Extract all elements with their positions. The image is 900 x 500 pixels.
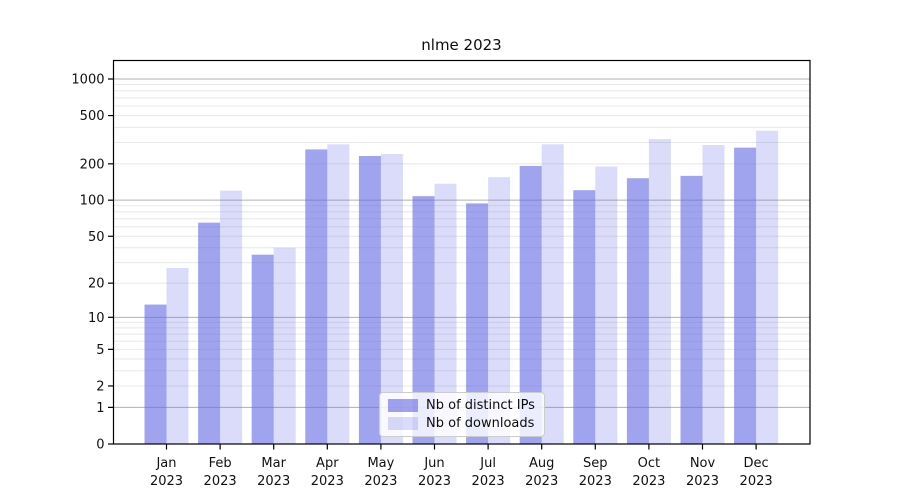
bar-ips-jan <box>144 304 167 444</box>
x-tick-label-jan: Jan <box>155 456 176 471</box>
y-tick-label-200: 200 <box>80 157 105 172</box>
bar-ips-feb <box>198 222 221 444</box>
legend-label-downloads: Nb of downloads <box>426 415 535 431</box>
x-tick-label-dec: Dec <box>744 456 769 471</box>
x-tick-year-nov: 2023 <box>686 474 719 489</box>
x-tick-year-oct: 2023 <box>632 474 665 489</box>
bar-downloads-may <box>380 154 403 444</box>
bar-ips-sep <box>573 190 596 444</box>
bar-downloads-aug <box>541 144 564 444</box>
x-tick-year-sep: 2023 <box>579 474 612 489</box>
x-tick-year-dec: 2023 <box>740 474 773 489</box>
legend-swatch-distinct-ips-icon <box>388 399 418 413</box>
y-tick-label-1: 1 <box>96 401 104 416</box>
x-tick-year-jan: 2023 <box>150 474 183 489</box>
x-tick-label-jun: Jun <box>423 456 444 471</box>
bar-ips-may <box>358 156 381 444</box>
bar-ips-jul <box>466 203 489 444</box>
legend-item-downloads: Nb of downloads <box>388 416 536 431</box>
x-tick-year-jul: 2023 <box>472 474 505 489</box>
bar-ips-nov <box>680 175 703 445</box>
legend-label-distinct-ips: Nb of distinct IPs <box>426 398 535 414</box>
x-tick-year-feb: 2023 <box>204 474 237 489</box>
y-tick-label-2: 2 <box>96 379 104 394</box>
bar-downloads-dec <box>756 130 779 444</box>
bar-downloads-jun <box>434 183 457 444</box>
bar-ips-aug <box>519 165 542 444</box>
bar-downloads-jul <box>488 177 511 445</box>
x-tick-year-mar: 2023 <box>257 474 290 489</box>
x-tick-label-apr: Apr <box>316 456 339 471</box>
x-tick-label-mar: Mar <box>261 456 286 471</box>
x-tick-label-aug: Aug <box>529 456 554 471</box>
bar-downloads-nov <box>702 145 725 444</box>
x-tick-label-may: May <box>367 456 394 471</box>
chart-title: nlme 2023 <box>421 36 502 54</box>
legend: Nb of distinct IPs Nb of downloads <box>379 392 545 437</box>
y-tick-label-100: 100 <box>80 194 105 209</box>
x-tick-label-jul: Jul <box>479 456 496 471</box>
x-tick-label-nov: Nov <box>690 456 716 471</box>
bar-ips-apr <box>305 149 328 444</box>
bar-downloads-apr <box>327 144 350 444</box>
x-tick-label-oct: Oct <box>638 456 660 471</box>
x-tick-year-aug: 2023 <box>525 474 558 489</box>
y-tick-label-500: 500 <box>80 109 105 124</box>
x-tick-year-apr: 2023 <box>311 474 344 489</box>
x-tick-year-jun: 2023 <box>418 474 451 489</box>
bar-ips-mar <box>251 254 274 444</box>
y-tick-label-5: 5 <box>96 343 104 358</box>
bar-downloads-feb <box>220 190 243 444</box>
bar-downloads-jan <box>166 267 189 444</box>
legend-item-distinct-ips: Nb of distinct IPs <box>388 398 536 413</box>
x-tick-label-sep: Sep <box>583 456 608 471</box>
x-tick-label-feb: Feb <box>209 456 232 471</box>
y-tick-label-1000: 1000 <box>71 73 104 88</box>
bar-downloads-sep <box>595 166 618 445</box>
legend-swatch-downloads-icon <box>388 416 418 430</box>
y-tick-label-0: 0 <box>96 438 104 453</box>
y-tick-label-10: 10 <box>88 311 105 326</box>
bar-downloads-mar <box>273 247 296 444</box>
y-tick-label-50: 50 <box>88 230 105 245</box>
x-tick-year-may: 2023 <box>364 474 397 489</box>
bar-ips-dec <box>734 147 757 444</box>
bar-ips-oct <box>626 178 649 445</box>
bar-ips-jun <box>412 196 435 444</box>
bar-downloads-oct <box>648 139 671 445</box>
y-tick-label-20: 20 <box>88 277 105 292</box>
plot-frame <box>112 59 811 445</box>
